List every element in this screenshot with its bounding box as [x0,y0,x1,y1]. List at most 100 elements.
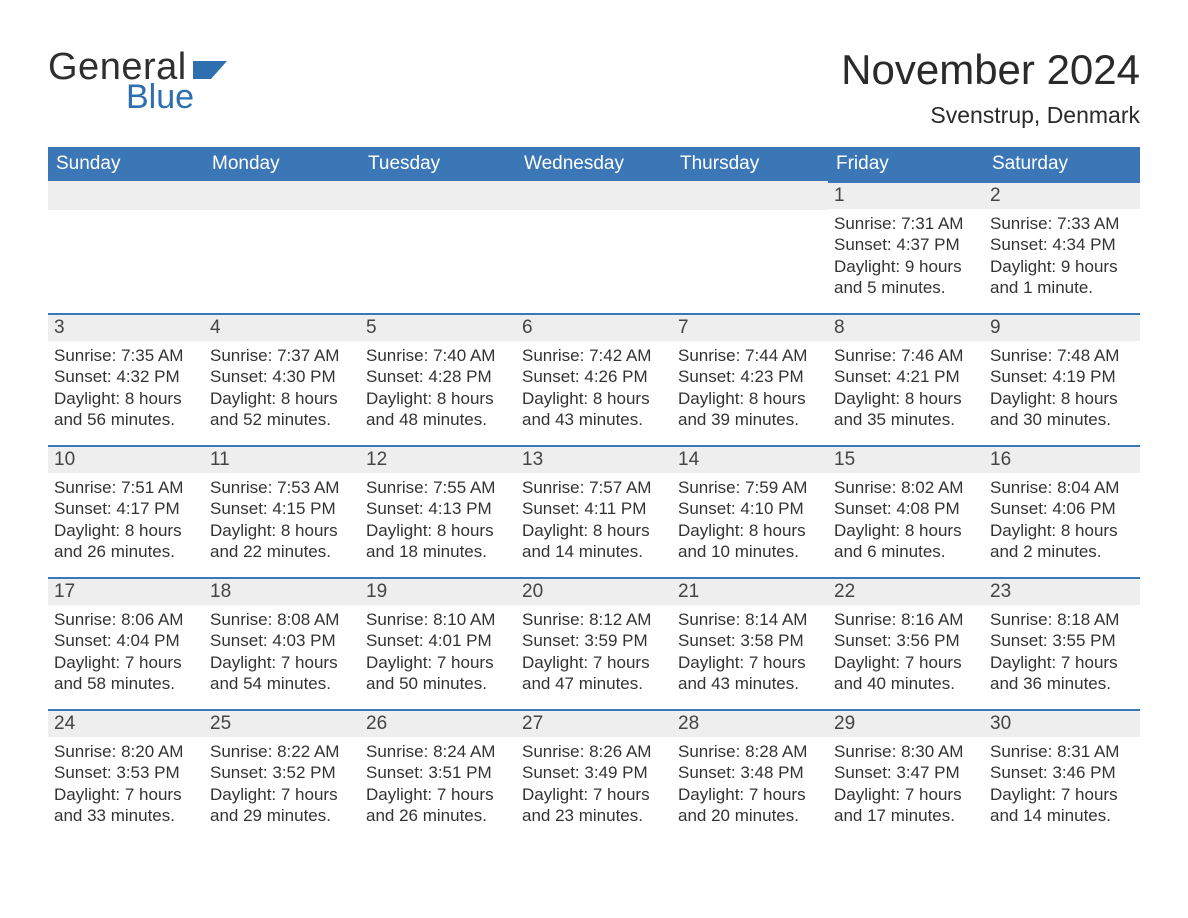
day-cell: 9Sunrise: 7:48 AMSunset: 4:19 PMDaylight… [984,313,1140,445]
day-content: Sunrise: 7:59 AMSunset: 4:10 PMDaylight:… [672,473,828,562]
sunset-text: Sunset: 4:03 PM [210,630,354,651]
sunset-text: Sunset: 4:37 PM [834,234,978,255]
empty-day-bar [204,181,360,210]
day-cell [672,181,828,313]
sunrise-text: Sunrise: 7:37 AM [210,345,354,366]
day-cell: 6Sunrise: 7:42 AMSunset: 4:26 PMDaylight… [516,313,672,445]
day-content: Sunrise: 7:55 AMSunset: 4:13 PMDaylight:… [360,473,516,562]
day-cell: 14Sunrise: 7:59 AMSunset: 4:10 PMDayligh… [672,445,828,577]
sunset-text: Sunset: 4:01 PM [366,630,510,651]
day-cell: 20Sunrise: 8:12 AMSunset: 3:59 PMDayligh… [516,577,672,709]
sunset-text: Sunset: 4:26 PM [522,366,666,387]
day-content: Sunrise: 8:14 AMSunset: 3:58 PMDaylight:… [672,605,828,694]
daylight-text: Daylight: 7 hours and 26 minutes. [366,784,510,827]
sunset-text: Sunset: 3:52 PM [210,762,354,783]
day-number: 17 [48,577,204,605]
day-content: Sunrise: 8:16 AMSunset: 3:56 PMDaylight:… [828,605,984,694]
day-number: 19 [360,577,516,605]
sunset-text: Sunset: 3:59 PM [522,630,666,651]
day-number: 29 [828,709,984,737]
sunset-text: Sunset: 4:06 PM [990,498,1134,519]
page-title: November 2024 [841,48,1140,92]
day-content: Sunrise: 8:10 AMSunset: 4:01 PMDaylight:… [360,605,516,694]
day-cell: 3Sunrise: 7:35 AMSunset: 4:32 PMDaylight… [48,313,204,445]
day-cell: 21Sunrise: 8:14 AMSunset: 3:58 PMDayligh… [672,577,828,709]
day-content: Sunrise: 7:40 AMSunset: 4:28 PMDaylight:… [360,341,516,430]
day-cell: 27 Sunrise: 8:26 AMSunset: 3:49 PMDayligh… [516,709,672,841]
day-number: 30 [984,709,1140,737]
day-number: 1 [828,181,984,209]
day-content: Sunrise: 7:33 AMSunset: 4:34 PMDaylight:… [984,209,1140,298]
sunrise-text: Sunrise: 8:22 AM [210,741,354,762]
day-cell: 1Sunrise: 7:31 AMSunset: 4:37 PMDaylight… [828,181,984,313]
daylight-text: Daylight: 7 hours and 20 minutes. [678,784,822,827]
sunrise-text: Sunrise: 7:40 AM [366,345,510,366]
day-number: 18 [204,577,360,605]
sunset-text: Sunset: 4:11 PM [522,498,666,519]
col-friday: Friday [828,147,984,181]
sunset-text: Sunset: 4:19 PM [990,366,1134,387]
day-cell: 19Sunrise: 8:10 AMSunset: 4:01 PMDayligh… [360,577,516,709]
daylight-text: Daylight: 8 hours and 39 minutes. [678,388,822,431]
day-content: Sunrise: 7:57 AMSunset: 4:11 PMDaylight:… [516,473,672,562]
day-content: Sunrise: 7:31 AMSunset: 4:37 PMDaylight:… [828,209,984,298]
day-number: 15 [828,445,984,473]
sunrise-text: Sunrise: 7:59 AM [678,477,822,498]
sunset-text: Sunset: 4:28 PM [366,366,510,387]
sunset-text: Sunset: 4:34 PM [990,234,1134,255]
day-cell: 15Sunrise: 8:02 AMSunset: 4:08 PMDayligh… [828,445,984,577]
day-cell [204,181,360,313]
sunrise-text: Sunrise: 8:02 AM [834,477,978,498]
sunrise-text: Sunrise: 8:24 AM [366,741,510,762]
day-cell: 22Sunrise: 8:16 AMSunset: 3:56 PMDayligh… [828,577,984,709]
sunset-text: Sunset: 4:23 PM [678,366,822,387]
sunset-text: Sunset: 4:17 PM [54,498,198,519]
daylight-text: Daylight: 8 hours and 14 minutes. [522,520,666,563]
day-content: Sunrise: 8:02 AMSunset: 4:08 PMDaylight:… [828,473,984,562]
day-cell: 12Sunrise: 7:55 AMSunset: 4:13 PMDayligh… [360,445,516,577]
daylight-text: Daylight: 7 hours and 40 minutes. [834,652,978,695]
sunrise-text: Sunrise: 8:31 AM [990,741,1134,762]
sunrise-text: Sunrise: 7:35 AM [54,345,198,366]
sunset-text: Sunset: 4:15 PM [210,498,354,519]
week-row: 17Sunrise: 8:06 AMSunset: 4:04 PMDayligh… [48,577,1140,709]
day-cell: 8Sunrise: 7:46 AMSunset: 4:21 PMDaylight… [828,313,984,445]
sunrise-text: Sunrise: 8:28 AM [678,741,822,762]
sunrise-text: Sunrise: 8:26 AM [522,741,666,762]
day-content: Sunrise: 7:42 AMSunset: 4:26 PMDaylight:… [516,341,672,430]
col-sunday: Sunday [48,147,204,181]
day-number: 26 [360,709,516,737]
day-number: 22 [828,577,984,605]
daylight-text: Daylight: 8 hours and 35 minutes. [834,388,978,431]
day-number: 24 [48,709,204,737]
day-content: Sunrise: 8:22 AMSunset: 3:52 PMDaylight:… [204,737,360,826]
week-row: 24Sunrise: 8:20 AMSunset: 3:53 PMDayligh… [48,709,1140,841]
day-content: Sunrise: 8:31 AMSunset: 3:46 PMDaylight:… [984,737,1140,826]
daylight-text: Daylight: 7 hours and 33 minutes. [54,784,198,827]
daylight-text: Daylight: 7 hours and 23 minutes. [522,784,666,827]
sunrise-text: Sunrise: 7:55 AM [366,477,510,498]
empty-day-bar [672,181,828,210]
day-cell: 2Sunrise: 7:33 AMSunset: 4:34 PMDaylight… [984,181,1140,313]
sunset-text: Sunset: 3:49 PM [522,762,666,783]
brand-logo: General Blue [48,48,227,114]
sunrise-text: Sunrise: 8:06 AM [54,609,198,630]
sunrise-text: Sunrise: 7:31 AM [834,213,978,234]
daylight-text: Daylight: 7 hours and 58 minutes. [54,652,198,695]
sunset-text: Sunset: 3:47 PM [834,762,978,783]
day-number: 13 [516,445,672,473]
sunset-text: Sunset: 3:48 PM [678,762,822,783]
day-cell: 13Sunrise: 7:57 AMSunset: 4:11 PMDayligh… [516,445,672,577]
daylight-text: Daylight: 8 hours and 2 minutes. [990,520,1134,563]
sunset-text: Sunset: 4:10 PM [678,498,822,519]
day-number: 9 [984,313,1140,341]
day-number: 27 [516,709,672,737]
sunset-text: Sunset: 3:55 PM [990,630,1134,651]
day-cell [48,181,204,313]
day-cell: 18Sunrise: 8:08 AMSunset: 4:03 PMDayligh… [204,577,360,709]
day-cell: 16Sunrise: 8:04 AMSunset: 4:06 PMDayligh… [984,445,1140,577]
day-content: Sunrise: 8:20 AMSunset: 3:53 PMDaylight:… [48,737,204,826]
sunrise-text: Sunrise: 7:42 AM [522,345,666,366]
sunset-text: Sunset: 3:56 PM [834,630,978,651]
sunset-text: Sunset: 3:58 PM [678,630,822,651]
